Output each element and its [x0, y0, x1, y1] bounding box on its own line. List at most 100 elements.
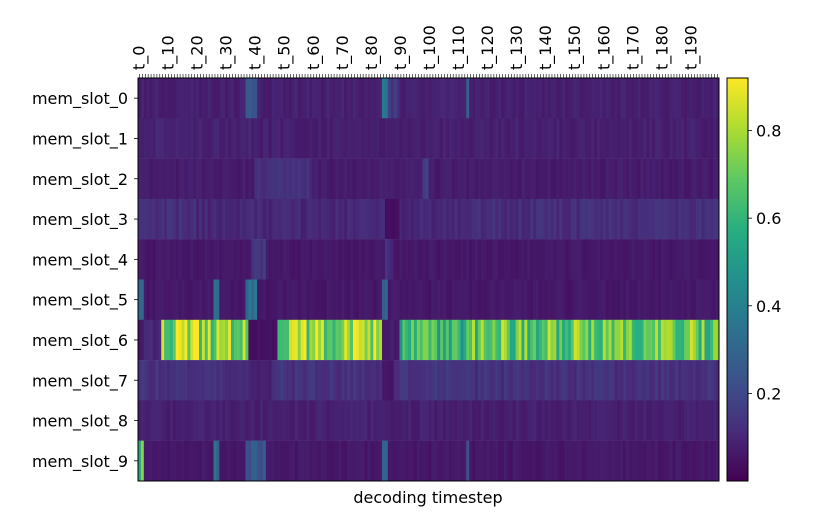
- heatmap-cell: [312, 118, 316, 159]
- heatmap-cell: [512, 78, 517, 119]
- heatmap-cell: [199, 239, 203, 280]
- heatmap-cell: [672, 360, 676, 401]
- heatmap-cell: [358, 239, 363, 280]
- heatmap-cell: [335, 400, 339, 441]
- heatmap-cell: [265, 360, 270, 401]
- heatmap-cell: [669, 360, 673, 401]
- heatmap-cell: [175, 239, 180, 280]
- heatmap-cell: [501, 239, 505, 280]
- heatmap-cell: [692, 279, 697, 320]
- heatmap-cell: [248, 360, 252, 401]
- heatmap-cell: [504, 118, 508, 159]
- heatmap-cell: [556, 279, 560, 320]
- heatmap-cell: [480, 78, 485, 119]
- heatmap-cell: [550, 239, 554, 280]
- heatmap-cell: [300, 319, 304, 361]
- heatmap-cell: [576, 118, 580, 159]
- heatmap-cell: [393, 400, 397, 441]
- heatmap-cell: [402, 360, 406, 401]
- heatmap-cell: [506, 78, 511, 119]
- heatmap-cell: [492, 440, 496, 482]
- heatmap-cell: [175, 198, 180, 240]
- heatmap-cell: [364, 360, 368, 401]
- heatmap-cell: [716, 118, 720, 159]
- heatmap-cell: [190, 360, 194, 401]
- heatmap-cell: [364, 118, 368, 159]
- heatmap-cell: [576, 319, 580, 361]
- heatmap-cell: [716, 78, 720, 119]
- heatmap-cell: [352, 78, 357, 119]
- heatmap-cell: [594, 158, 598, 200]
- heatmap-cell: [277, 360, 281, 401]
- colorbar-tick-label: 0.6: [756, 209, 781, 228]
- heatmap-cell: [152, 239, 156, 280]
- heatmap-cell: [152, 440, 156, 482]
- heatmap-cell: [204, 319, 209, 361]
- heatmap-cell: [547, 118, 551, 159]
- heatmap-cell: [332, 400, 336, 441]
- heatmap-cell: [556, 239, 560, 280]
- heatmap-cell: [350, 78, 354, 119]
- heatmap-cell: [306, 319, 310, 361]
- heatmap-cell: [588, 118, 592, 159]
- heatmap-cell: [594, 440, 598, 482]
- heatmap-cell: [289, 158, 293, 200]
- heatmap-cell: [390, 440, 395, 482]
- heatmap-cell: [289, 118, 293, 159]
- heatmap-cell: [620, 78, 624, 119]
- heatmap-cell: [570, 158, 575, 200]
- heatmap-cell: [701, 440, 705, 482]
- heatmap-cell: [541, 158, 546, 200]
- heatmap-cell: [370, 400, 374, 441]
- heatmap-cell: [684, 360, 688, 401]
- heatmap-cell: [422, 158, 426, 200]
- heatmap-cell: [321, 400, 325, 441]
- heatmap-cell: [631, 239, 636, 280]
- heatmap-cell: [294, 239, 299, 280]
- heatmap-cell: [695, 158, 700, 200]
- heatmap-cell: [291, 239, 296, 280]
- heatmap-cell: [268, 319, 273, 361]
- heatmap-cell: [138, 360, 142, 401]
- heatmap-cell: [579, 360, 583, 401]
- heatmap-cell: [454, 239, 458, 280]
- heatmap-cell: [167, 198, 171, 240]
- heatmap-cell: [248, 440, 252, 482]
- heatmap-cell: [544, 400, 548, 441]
- heatmap-cell: [143, 319, 148, 361]
- heatmap-cell: [608, 78, 612, 119]
- heatmap-cell: [408, 239, 412, 280]
- heatmap-cell: [149, 360, 153, 401]
- heatmap-cell: [358, 360, 363, 401]
- heatmap-cell: [501, 198, 505, 240]
- heatmap-cell: [646, 78, 650, 119]
- heatmap-cell: [649, 198, 653, 240]
- heatmap-cell: [358, 400, 363, 441]
- heatmap-cell: [251, 279, 255, 320]
- heatmap-cell: [289, 319, 293, 361]
- heatmap-cell: [535, 279, 540, 320]
- heatmap-cell: [355, 360, 360, 401]
- heatmap-cell: [291, 440, 296, 482]
- heatmap-cell: [341, 400, 345, 441]
- y-tick-label: mem_slot_9: [32, 452, 128, 472]
- heatmap-cell: [713, 239, 717, 280]
- heatmap-cell: [303, 118, 307, 159]
- heatmap-cell: [602, 118, 607, 159]
- heatmap-cell: [425, 319, 429, 361]
- heatmap-cell: [312, 158, 316, 200]
- heatmap-cell: [538, 118, 543, 159]
- heatmap-cell: [588, 400, 592, 441]
- heatmap-cell: [704, 118, 708, 159]
- heatmap-cell: [268, 239, 273, 280]
- heatmap-cell: [419, 400, 424, 441]
- heatmap-cell: [483, 78, 487, 119]
- heatmap-cell: [477, 360, 482, 401]
- heatmap-cell: [370, 158, 374, 200]
- heatmap-cell: [347, 279, 351, 320]
- heatmap-cell: [454, 158, 458, 200]
- heatmap-cell: [384, 198, 389, 240]
- heatmap-cell: [332, 360, 336, 401]
- heatmap-cell: [660, 440, 665, 482]
- x-tick-label: t_50: [275, 35, 295, 70]
